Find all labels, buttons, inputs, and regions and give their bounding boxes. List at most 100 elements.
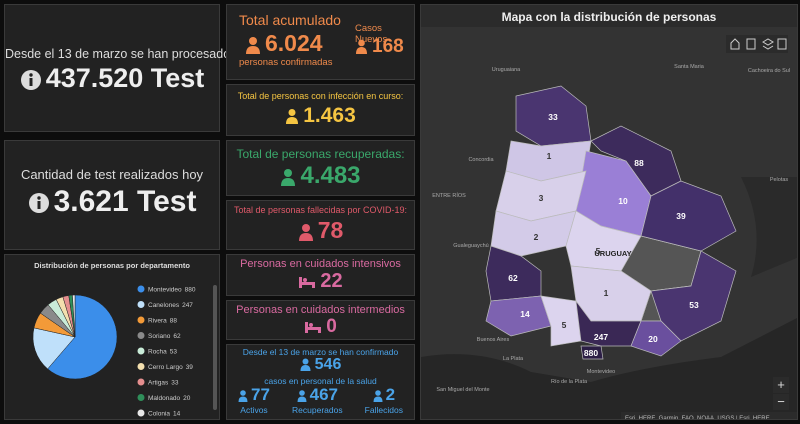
place-label: Pelotas xyxy=(770,177,789,183)
active-card: Total de personas con infección en curso… xyxy=(226,84,415,136)
zoom-in-label: + xyxy=(777,377,785,392)
legend-swatch xyxy=(137,301,145,308)
legend-value: 62 xyxy=(173,333,181,340)
stat-label: Recuperados xyxy=(292,405,343,415)
value-row: 22 xyxy=(227,270,414,293)
label: Total acumulado xyxy=(239,12,341,28)
health-card: Desde el 13 de marzo se han confirmado 5… xyxy=(226,344,415,420)
legend-name: Maldonado xyxy=(148,395,181,402)
legend-value: 39 xyxy=(186,364,194,371)
department-count: 880 xyxy=(584,348,598,358)
new-row: 168 xyxy=(355,36,404,58)
legend-swatch xyxy=(137,409,145,417)
department xyxy=(485,295,552,337)
attribution-bg xyxy=(621,412,797,419)
toolbar[interactable] xyxy=(726,35,788,53)
pie-title: Distribución de personas por departament… xyxy=(34,261,190,270)
list-button[interactable] xyxy=(746,38,756,50)
stat-value: 2 xyxy=(385,385,396,404)
place-label: Buenos Aires xyxy=(477,337,510,343)
legend-swatch xyxy=(137,347,145,355)
department-count: 247 xyxy=(594,332,608,342)
sub: personas confirmadas xyxy=(239,57,333,68)
map-title: Mapa con la distribución de personas xyxy=(501,10,717,24)
department xyxy=(650,250,737,342)
value: 1.463 xyxy=(303,104,356,127)
department-count: 62 xyxy=(508,273,518,283)
department-count: 1 xyxy=(547,151,552,161)
stat: 467 Recuperados xyxy=(292,385,343,415)
pie-chart: Montevideo 880 Canelones 247 Rivera 88 Soriano… xyxy=(32,285,217,418)
department xyxy=(580,345,604,360)
legend-swatch xyxy=(137,285,145,293)
place-label: La Plata xyxy=(503,356,524,362)
stat-label: Activos xyxy=(240,405,268,415)
place-label: San Miguel del Monte xyxy=(436,387,489,393)
map-tools xyxy=(726,35,788,53)
place-label: Río de la Plata xyxy=(551,379,588,385)
value-row: 0 xyxy=(227,316,414,338)
stat-value: 77 xyxy=(251,385,270,404)
deceased-card: Total de personas fallecidas por COVID-1… xyxy=(226,200,415,250)
total-card: Total acumulado 6.024 personas confirmad… xyxy=(226,4,415,80)
departments: 33 1 88 10 3 39 2 5 62 1 53 14 5 247 20 880 Uruguaiana Sa… xyxy=(432,64,790,393)
legend-entry: Rocha 53 xyxy=(148,349,177,356)
legend-name: Soriano xyxy=(148,333,171,340)
legend-entry: Artigas 33 xyxy=(148,380,179,387)
department-count: 33 xyxy=(548,112,558,122)
stat-label: Fallecidos xyxy=(364,405,403,415)
department-count: 5 xyxy=(562,320,567,330)
value-row: 3.621 Test xyxy=(5,185,219,219)
label: Personas en cuidados intensivos xyxy=(240,258,401,270)
place-label: Montevideo xyxy=(587,369,615,375)
value-row: 546 xyxy=(227,356,414,374)
legend-entry: Montevideo 880 xyxy=(148,287,196,294)
value-row: 4.483 xyxy=(227,162,414,190)
bed-icon xyxy=(299,276,316,288)
person-icon xyxy=(300,358,311,372)
layers-button[interactable] xyxy=(762,38,774,50)
value: 3.621 Test xyxy=(53,185,197,218)
legend-entry: Colonia 14 xyxy=(148,411,181,418)
stats: 77 Activos 467 Recuperados 2 Fallecidos xyxy=(227,385,414,415)
legend-entry: Cerro Largo 39 xyxy=(148,364,193,371)
legend-entry: Maldonado 20 xyxy=(148,395,191,402)
legend-name: Colonia xyxy=(148,411,170,418)
legend-entry: Canelones 247 xyxy=(148,302,193,309)
person-icon xyxy=(286,109,299,125)
label: Desde el 13 de marzo se han procesado xyxy=(5,47,231,61)
legend-swatch xyxy=(137,332,145,339)
intensive-card: Personas en cuidados intensivos 22 xyxy=(226,254,415,296)
recovered-card: Total de personas recuperadas: 4.483 xyxy=(226,140,415,196)
person-icon xyxy=(298,223,313,241)
basemap-button[interactable] xyxy=(777,38,787,50)
legend-name: Artigas xyxy=(148,380,169,387)
zoom-in-button[interactable] xyxy=(773,377,789,393)
person-icon xyxy=(373,389,383,402)
home-button[interactable] xyxy=(730,38,740,50)
value: 437.520 Test xyxy=(45,63,205,93)
value: 546 xyxy=(314,356,342,373)
info-icon xyxy=(20,69,41,90)
place-label: Santa Maria xyxy=(674,64,705,70)
value: 22 xyxy=(320,270,343,292)
person-icon xyxy=(238,389,248,402)
pie-slice xyxy=(47,294,118,380)
legend-swatch xyxy=(137,394,145,401)
intermediate-card: Personas en cuidados intermedios 0 xyxy=(226,300,415,340)
department-count: 20 xyxy=(648,334,658,344)
zoom-out-button[interactable] xyxy=(773,394,789,410)
bed-icon xyxy=(305,321,322,333)
place-label: ENTRE RÍOS xyxy=(432,192,466,199)
map: 33 1 88 10 3 39 2 5 62 1 53 14 5 247 20 880 Uruguaiana Sa… xyxy=(421,27,797,419)
today-panel: Cantidad de test realizados hoy 3.621 Te… xyxy=(4,140,220,250)
department-count: 39 xyxy=(676,211,686,221)
zoom-out-label: − xyxy=(777,394,785,409)
place-label: Concordia xyxy=(468,157,494,163)
department xyxy=(540,295,582,347)
legend-swatch xyxy=(137,363,145,370)
label: Total de personas con infección en curso… xyxy=(237,91,404,101)
stat: 77 Activos xyxy=(238,385,270,415)
department-count: 1 xyxy=(604,288,609,298)
